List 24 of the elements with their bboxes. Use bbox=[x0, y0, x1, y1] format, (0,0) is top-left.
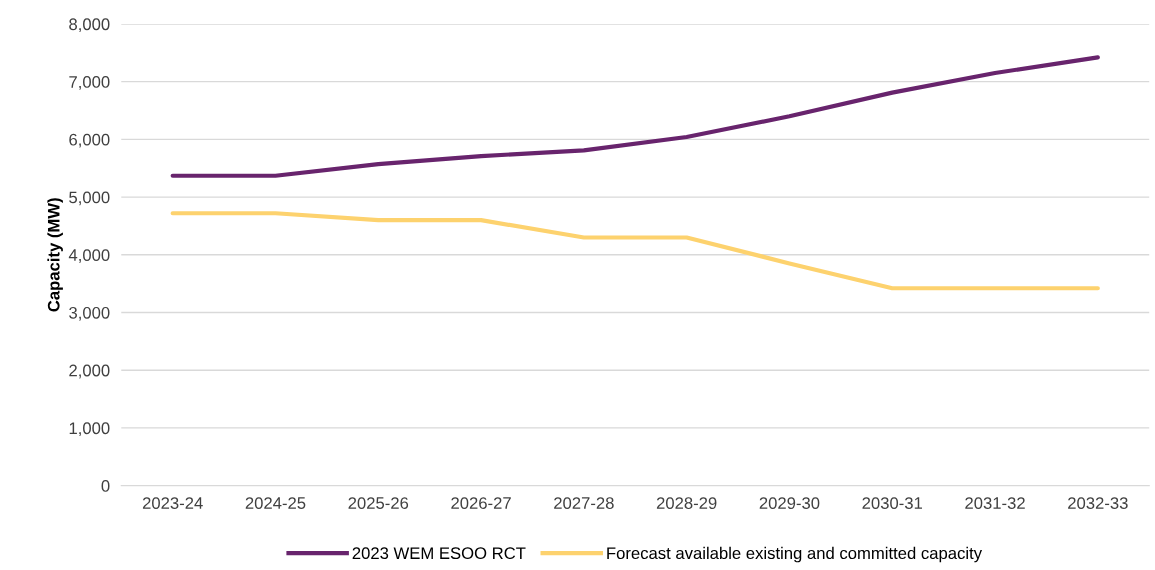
line-series bbox=[170, 211, 1100, 291]
line-series bbox=[170, 55, 1100, 178]
x-tick-label: 2023-24 bbox=[142, 497, 203, 509]
x-tick-label: 2027-28 bbox=[554, 497, 614, 509]
x-tick-label: 2029-30 bbox=[759, 497, 820, 509]
x-tick-label: 2025-26 bbox=[348, 497, 409, 509]
legend-label: Forecast available existing and committed capacity bbox=[607, 546, 983, 563]
y-tick-label: 4,000 bbox=[68, 249, 110, 263]
x-tick-label: 2026-27 bbox=[451, 497, 511, 509]
y-tick-label: 5,000 bbox=[69, 191, 110, 206]
y-tick-label: 7,000 bbox=[69, 76, 110, 90]
x-tick-label: 2024-25 bbox=[245, 497, 306, 509]
y-tick-label: 3,000 bbox=[69, 306, 110, 321]
legend-label: 2023 WEM ESOO RCT bbox=[352, 547, 526, 560]
y-tick-label: 2,000 bbox=[69, 364, 110, 379]
y-tick-label: 6,000 bbox=[69, 133, 110, 148]
x-tick-label: 2030-31 bbox=[862, 497, 923, 509]
x-tick-label: 2032-33 bbox=[1068, 497, 1128, 509]
x-tick-label: 2031-32 bbox=[965, 497, 1025, 509]
y-tick-label: 1,000 bbox=[69, 422, 110, 437]
y-axis-title: Capacity (MW) bbox=[47, 198, 63, 312]
y-tick-label: 0 bbox=[101, 480, 110, 492]
y-tick-label: 8,000 bbox=[69, 18, 110, 33]
x-tick-label: 2028-29 bbox=[656, 497, 717, 509]
